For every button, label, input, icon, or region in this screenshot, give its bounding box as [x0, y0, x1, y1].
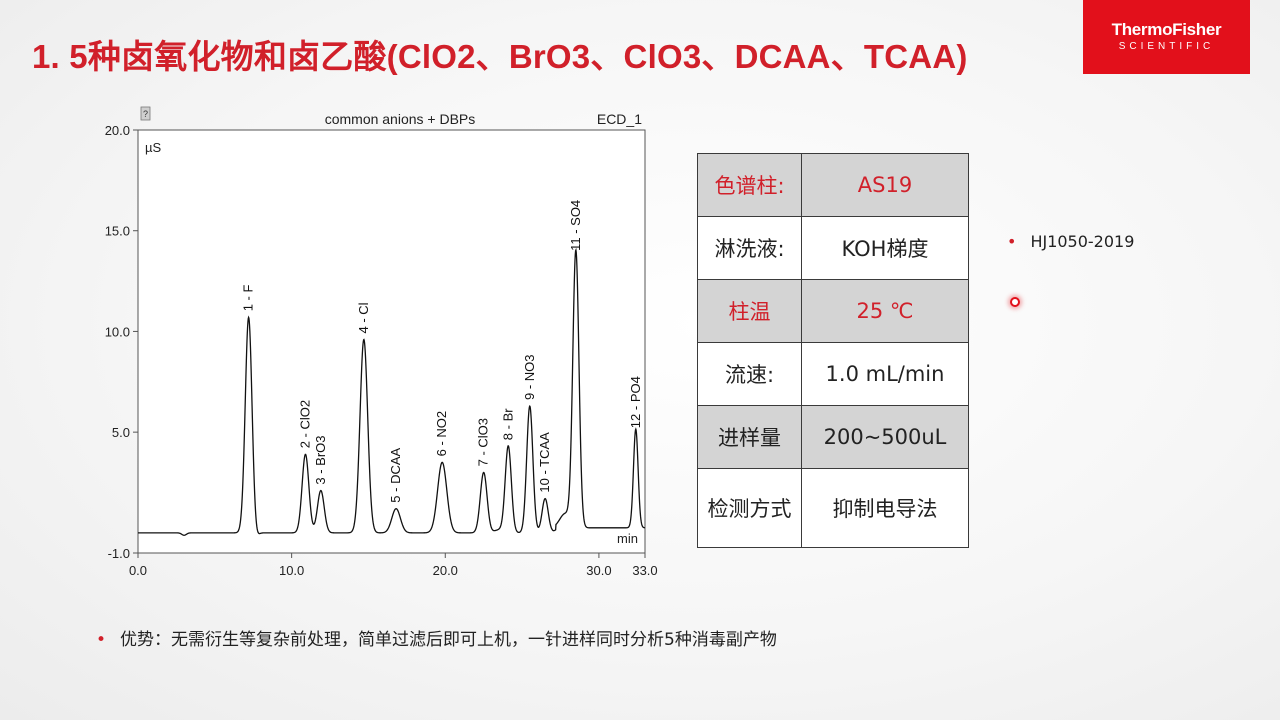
peak-label: 5 - DCAA: [388, 447, 403, 502]
y-tick-label: 15.0: [105, 224, 130, 239]
param-key: 进样量: [697, 405, 802, 469]
laser-pointer-icon: [1010, 297, 1020, 307]
x-axis-ticks: 0.0 10.0 20.0 30.0 33.0: [129, 553, 658, 578]
param-key: 检测方式: [697, 468, 802, 548]
param-key: 流速:: [697, 342, 802, 406]
param-value: KOH梯度: [801, 216, 969, 280]
x-tick-label: 33.0: [632, 563, 657, 578]
peak-label: 2 - ClO2: [298, 400, 313, 448]
x-axis-unit: min: [617, 531, 638, 546]
param-key: 柱温: [697, 279, 802, 343]
peak-label: 1 - F: [241, 285, 256, 312]
param-row: 流速: 1.0 mL/min: [697, 342, 969, 406]
peak-label: 4 - Cl: [356, 302, 371, 333]
x-tick-label: 10.0: [279, 563, 304, 578]
x-tick-label: 20.0: [433, 563, 458, 578]
peak-label: 6 - NO2: [434, 411, 449, 457]
param-value: AS19: [801, 153, 969, 217]
chart-channel: ECD_1: [597, 111, 642, 127]
param-value: 25 ℃: [801, 279, 969, 343]
parameters-table: 色谱柱: AS19 淋洗液: KOH梯度 柱温 25 ℃ 流速: 1.0 mL/min 进样量 2…: [697, 153, 969, 548]
param-row: 检测方式 抑制电导法: [697, 468, 969, 548]
peak-label: 7 - ClO3: [476, 418, 491, 466]
logo-line-2: SCIENTIFIC: [1118, 41, 1215, 52]
param-row: 淋洗液: KOH梯度: [697, 216, 969, 280]
y-axis-ticks: -1.0 5.0 10.0 15.0 20.0: [105, 123, 138, 561]
y-tick-label: 5.0: [112, 425, 130, 440]
param-key: 淋洗液:: [697, 216, 802, 280]
peak-label: 3 - BrO3: [313, 435, 328, 484]
x-tick-label: 30.0: [586, 563, 611, 578]
param-value: 200~500uL: [801, 405, 969, 469]
bullet-dot: •: [1007, 232, 1017, 251]
peak-label: 8 - Br: [500, 408, 515, 440]
y-tick-label: 10.0: [105, 324, 130, 339]
thermofisher-logo: ThermoFisher SCIENTIFIC: [1083, 0, 1250, 74]
y-axis-unit: µS: [145, 140, 161, 155]
chart-menu-icon-glyph: ?: [143, 109, 148, 119]
advantage-bullet: • 优势：无需衍生等复杂前处理，简单过滤后即可上机，一针进样同时分析5种消毒副产物: [96, 625, 777, 650]
param-key: 色谱柱:: [697, 153, 802, 217]
y-tick-label: 20.0: [105, 123, 130, 138]
standard-text: HJ1050-2019: [1030, 232, 1135, 251]
peak-label: 10 - TCAA: [537, 432, 552, 493]
peak-label: 12 - PO4: [628, 376, 643, 428]
peak-label: 9 - NO3: [522, 354, 537, 400]
bullet-dot: •: [96, 630, 107, 650]
logo-line-1: ThermoFisher: [1111, 20, 1222, 39]
x-tick-label: 0.0: [129, 563, 147, 578]
peak-label: 11 - SO4: [568, 200, 583, 251]
plot-frame: [137, 129, 646, 554]
param-row: 色谱柱: AS19: [697, 153, 969, 217]
param-value: 1.0 mL/min: [801, 342, 969, 406]
param-row: 柱温 25 ℃: [697, 279, 969, 343]
chart-menu-icon[interactable]: [140, 106, 151, 121]
chromatogram-trace: [138, 247, 646, 536]
param-value: 抑制电导法: [801, 468, 969, 548]
param-row: 进样量 200~500uL: [697, 405, 969, 469]
slide-title: 1. 5种卤氧化物和卤乙酸(ClO2、BrO3、ClO3、DCAA、TCAA): [32, 38, 968, 75]
chromatogram-chart: ? common anions + DBPs ECD_1 µS min -1.0…: [105, 106, 658, 578]
y-tick-label: -1.0: [108, 546, 130, 561]
standard-bullet: • HJ1050-2019: [1007, 232, 1134, 251]
chart-title: common anions + DBPs: [325, 111, 476, 127]
advantage-text: 优势：无需衍生等复杂前处理，简单过滤后即可上机，一针进样同时分析5种消毒副产物: [120, 630, 777, 650]
